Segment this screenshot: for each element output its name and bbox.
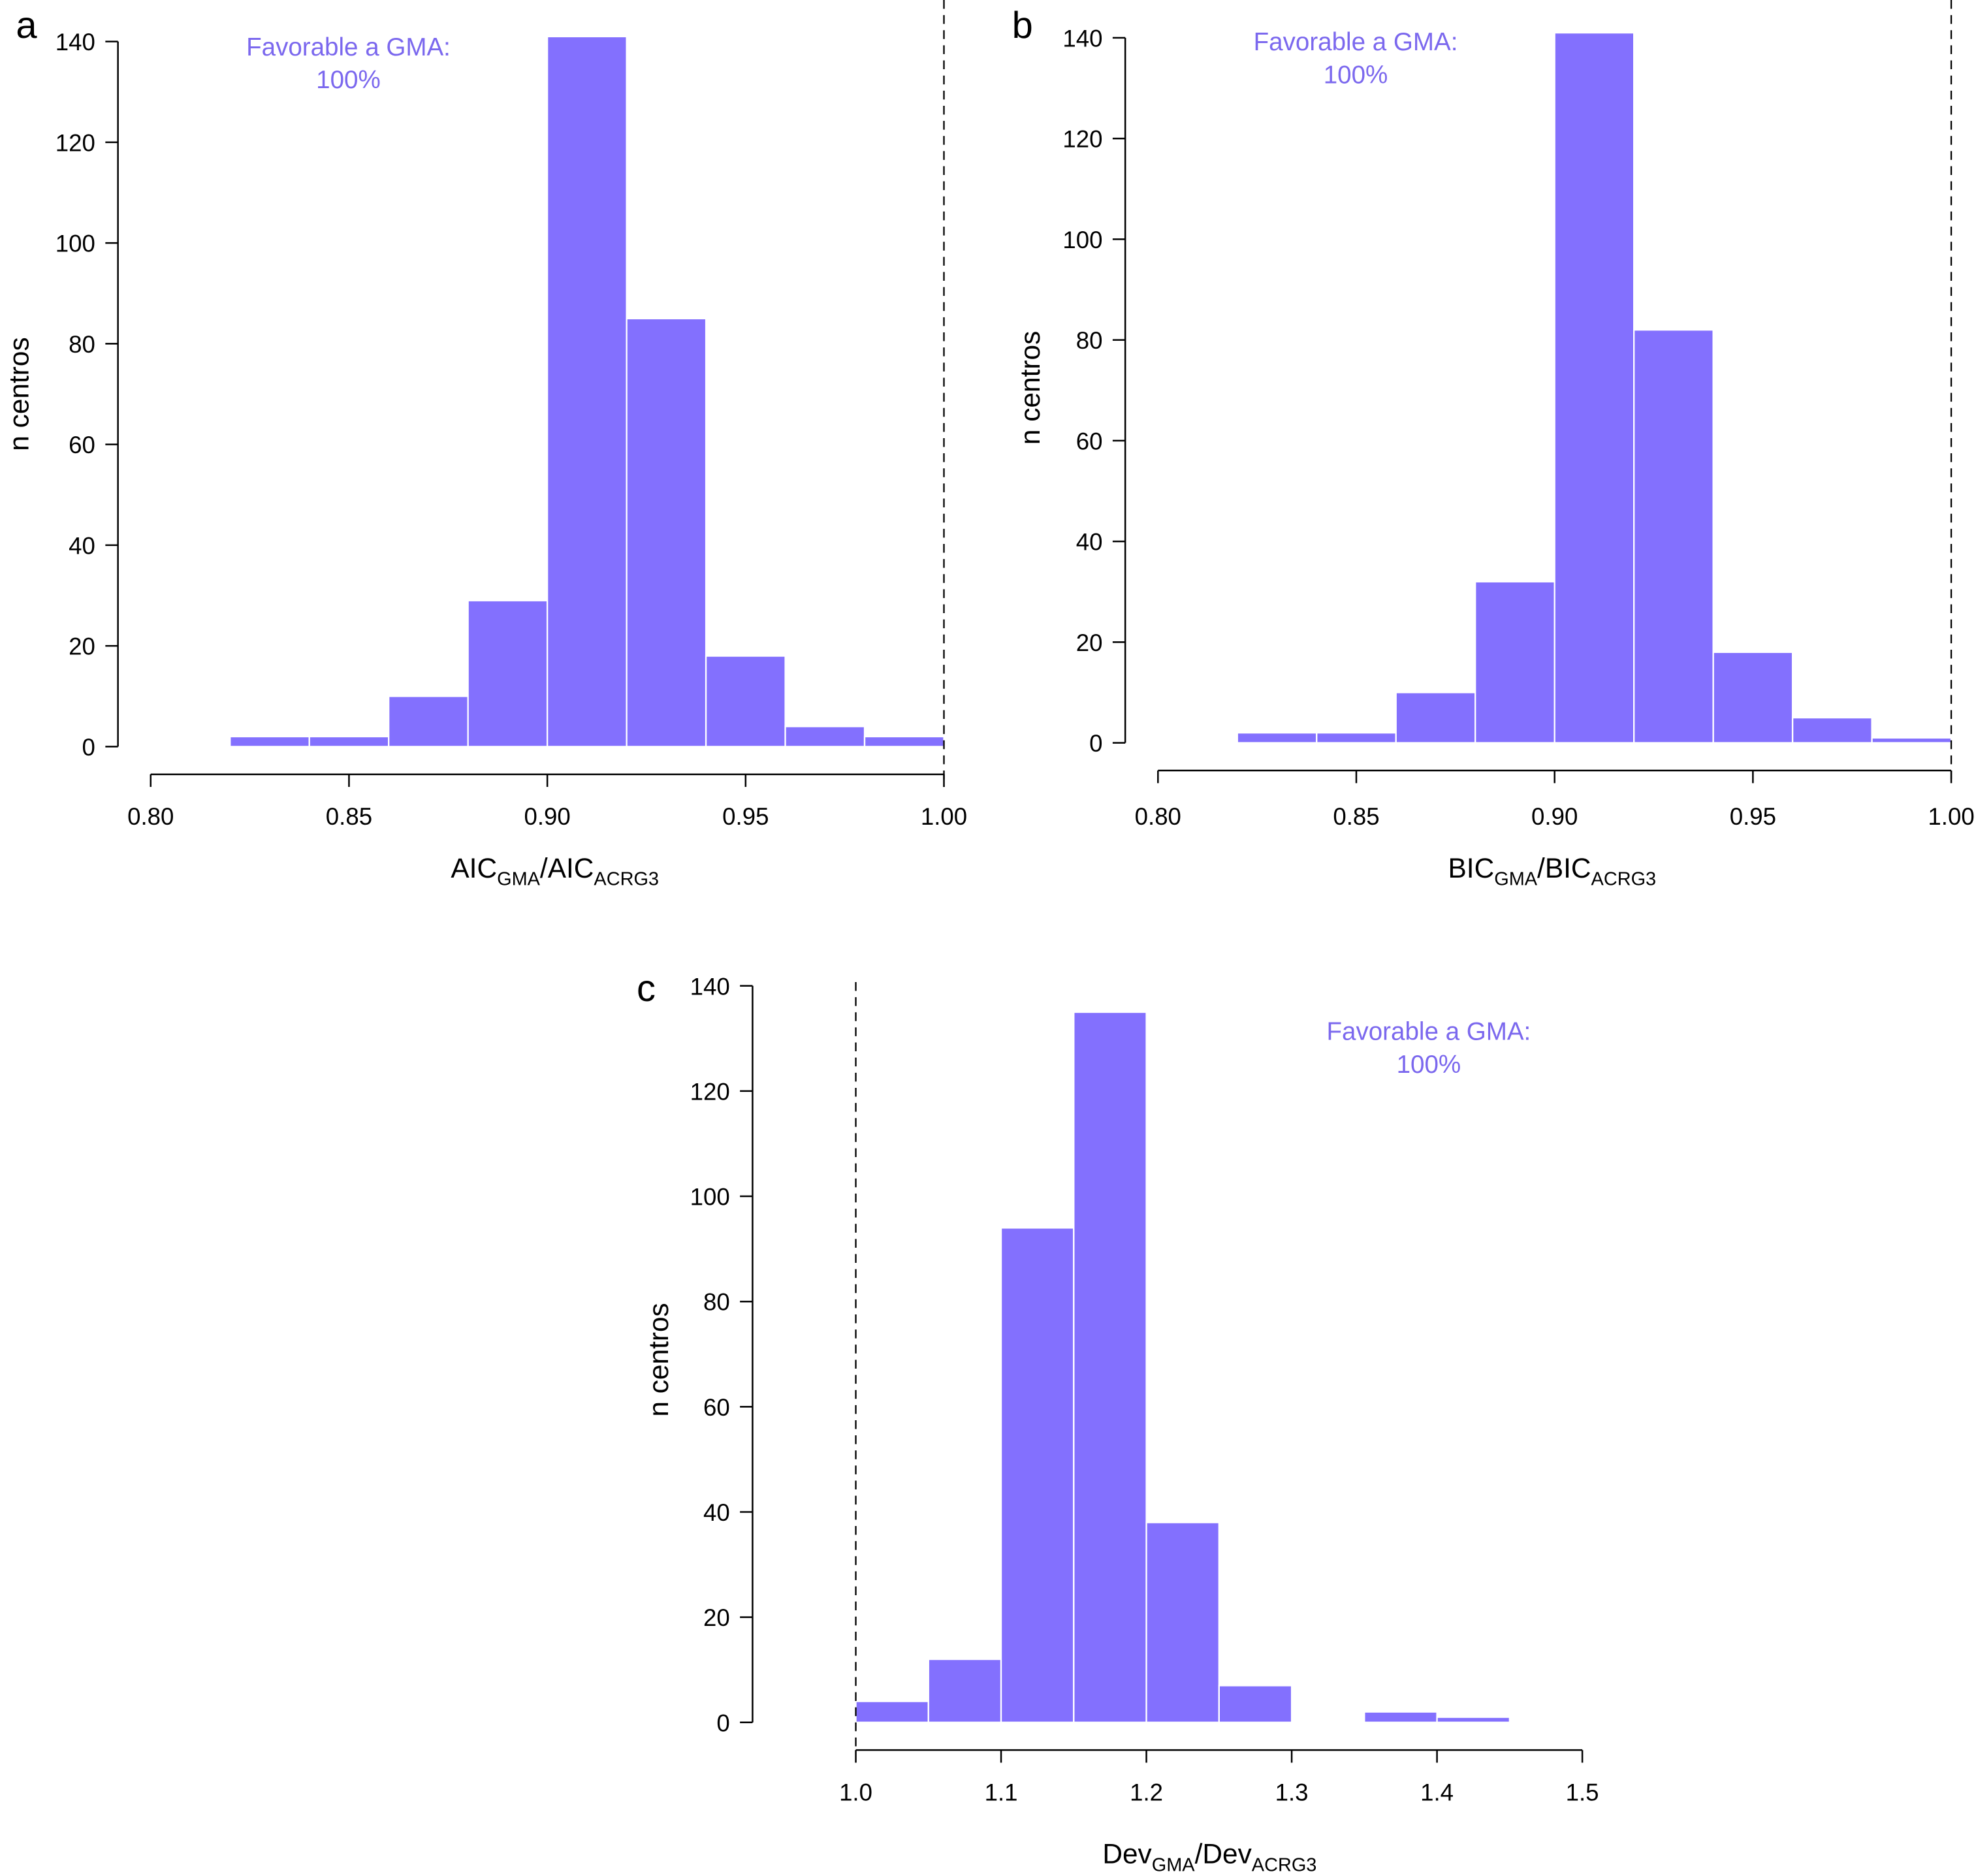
x-tick-label: 1.00 [1928,803,1974,830]
x-tick-label: 0.85 [326,803,372,830]
x-tick-label: 1.1 [985,1779,1018,1805]
y-tick-label: 0 [716,1709,729,1736]
y-tick-label: 140 [1062,25,1102,52]
x-tick-label: 1.3 [1275,1779,1309,1805]
y-axis-label: n centros [4,337,35,451]
y-tick-label: 60 [1076,428,1103,454]
histogram-bar [705,655,786,748]
histogram-bar [546,35,628,748]
histogram-bar [1145,1521,1220,1723]
histogram-bar [1000,1227,1075,1723]
y-tick-label: 80 [703,1289,730,1316]
x-label-text: BIC [1448,853,1495,883]
histogram-bar [229,735,310,748]
y-tick-label: 60 [703,1394,730,1421]
x-tick-label: 0.90 [1531,803,1578,830]
x-tick-label: 1.0 [839,1779,872,1805]
histogram-bar [1436,1716,1511,1723]
histogram-bar [388,695,469,748]
x-label-subscript: ACRG3 [594,869,659,890]
y-tick-label: 120 [56,129,95,156]
histogram-bar [1316,732,1397,744]
x-label-text: /AIC [540,853,594,883]
x-label-text: Dev [1102,1839,1152,1869]
panel-c: 0 20 40 60 80 100 120 140 1.0 1.1 1.2 1.3 1.4 1.5 DevG… [637,968,1599,1875]
histogram-bar [1871,737,1952,744]
x-label-subscript: GMA [497,869,541,890]
y-tick-label: 60 [69,432,95,458]
y-tick-label: 140 [690,973,730,1000]
x-tick-label: 0.90 [524,803,570,830]
y-tick-label: 80 [69,331,95,358]
panel-a: 0 20 40 60 80 100 120 140 0.80 0.85 0.90 0.95 1.00 AI… [4,0,967,890]
y-tick-label: 20 [69,633,95,660]
annotation-text: Favorable a GMA: [246,33,451,61]
histogram-bar [1791,716,1873,744]
y-tick-label: 100 [690,1184,730,1211]
histogram-bar [308,735,390,748]
panel-b: 0 20 40 60 80 100 120 140 0.80 0.85 0.90 0.95 1.00 BI… [1012,0,1975,890]
histogram-bar [1236,732,1318,744]
y-tick-label: 40 [1076,529,1103,556]
x-label-subscript: GMA [1152,1854,1196,1875]
y-tick-label: 40 [69,532,95,559]
x-label-text: /Dev [1195,1839,1252,1869]
panel-label: c [637,968,656,1010]
histogram-bar [784,725,866,748]
histogram-bar [927,1658,1002,1723]
y-tick-label: 20 [703,1604,730,1631]
histogram-bar [626,317,707,748]
y-tick-label: 100 [56,231,95,257]
x-tick-label: 0.80 [127,803,174,830]
x-label-subscript: GMA [1494,869,1538,890]
x-tick-label: 1.00 [921,803,967,830]
histogram-bar [1554,31,1635,744]
x-tick-label: 0.95 [1730,803,1776,830]
histogram-bar [1633,329,1714,744]
x-tick-label: 0.95 [722,803,769,830]
x-tick-label: 1.5 [1566,1779,1599,1805]
annotation-text: Favorable a GMA: [1254,28,1458,56]
histogram-bar [1395,692,1476,744]
histogram-bar [1363,1711,1438,1723]
x-label-subscript: ACRG3 [1591,869,1657,890]
y-tick-label: 80 [1076,327,1103,354]
y-tick-label: 140 [56,29,95,56]
histogram-bar [1474,580,1555,744]
y-tick-label: 0 [1089,730,1102,757]
x-label-subscript: ACRG3 [1252,1854,1317,1875]
x-label-text: /BIC [1537,853,1591,883]
histogram-bar [1712,651,1794,744]
annotation-text: 100% [316,66,381,94]
y-tick-label: 0 [82,734,95,761]
y-axis-label: n centros [643,1303,674,1416]
y-axis-label: n centros [1015,331,1045,445]
x-tick-label: 1.2 [1130,1779,1163,1805]
x-axis-label: BICGMA/BICACRG3 [1448,853,1657,890]
panel-label: b [1012,5,1033,46]
x-tick-label: 1.4 [1420,1779,1454,1805]
panel-label: a [16,5,37,46]
histogram-bar [467,599,549,748]
annotation-text: 100% [1324,61,1388,89]
histogram-bar [1073,1011,1147,1723]
histogram-bar [855,1700,929,1723]
y-tick-label: 20 [1076,629,1103,656]
y-tick-label: 100 [1062,227,1102,253]
y-tick-label: 120 [1062,126,1102,153]
histogram-bar [863,735,945,748]
y-tick-label: 120 [690,1078,730,1105]
x-axis-label: AICGMA/AICACRG3 [451,853,659,890]
histogram-bar [1218,1685,1293,1723]
x-label-text: AIC [451,853,497,883]
x-tick-label: 0.80 [1135,803,1181,830]
y-tick-label: 40 [703,1499,730,1526]
x-axis-label: DevGMA/DevACRG3 [1102,1839,1316,1876]
x-tick-label: 0.85 [1333,803,1379,830]
annotation-text: Favorable a GMA: [1326,1018,1531,1046]
annotation-text: 100% [1397,1051,1461,1079]
